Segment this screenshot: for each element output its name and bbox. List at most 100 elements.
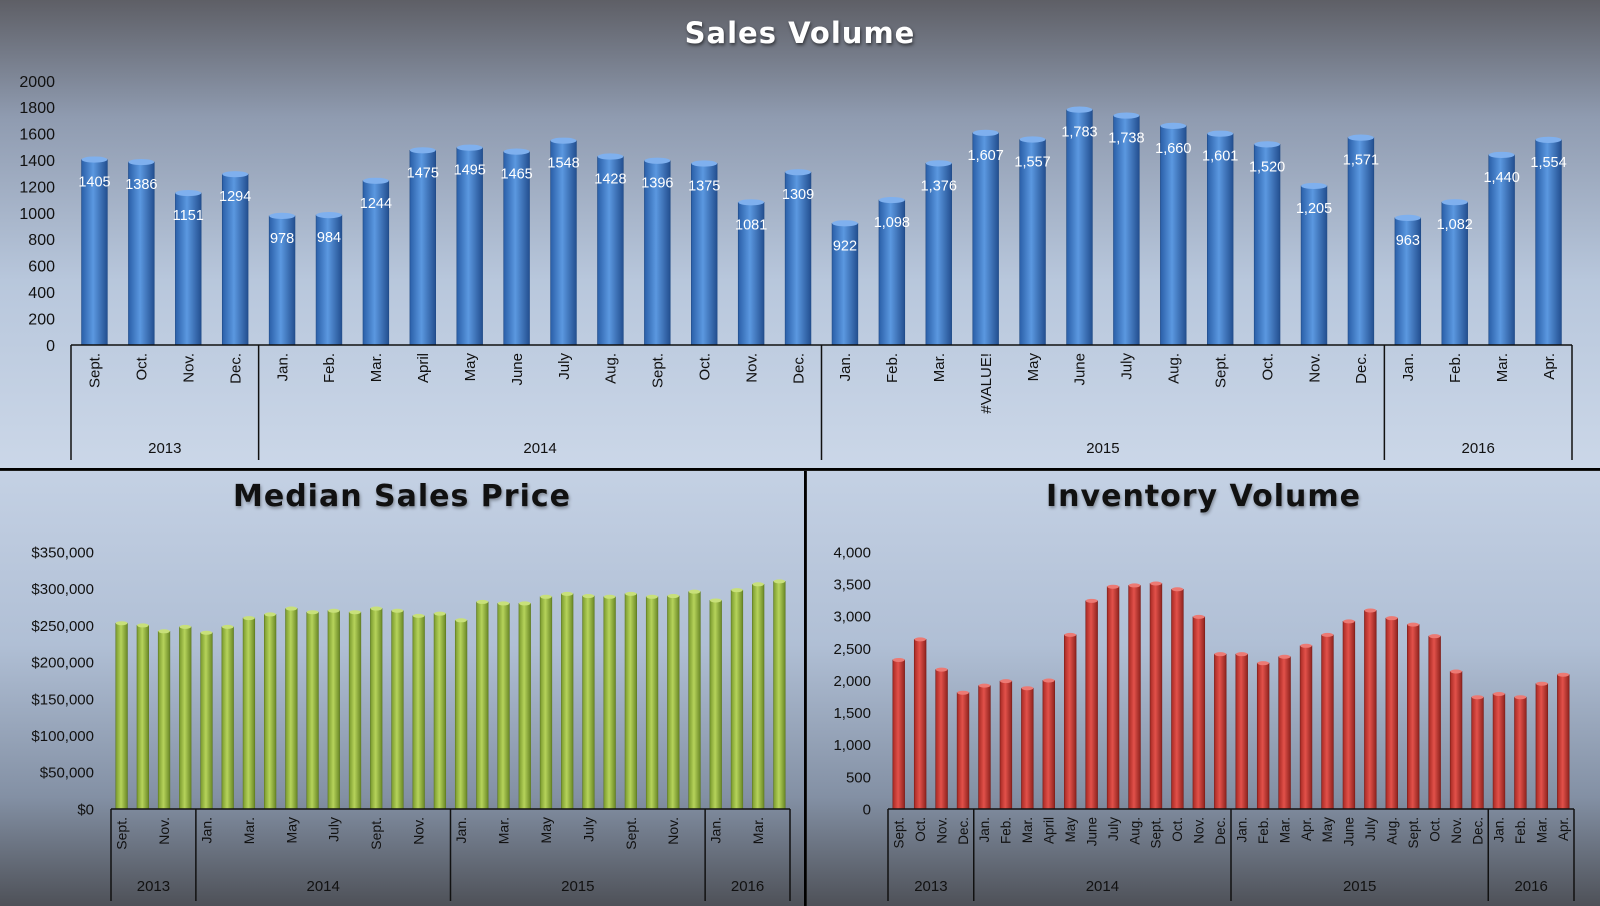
- x-tick-label: Aug.: [1127, 817, 1142, 845]
- bar: [688, 591, 701, 810]
- bar: [409, 150, 436, 346]
- bar-cap: [81, 156, 108, 163]
- bar: [773, 581, 786, 810]
- bar-cap: [688, 589, 701, 594]
- y-tick-label: 1,000: [833, 737, 871, 754]
- y-tick-label: $200,000: [31, 655, 94, 672]
- x-tick-label: #VALUE!: [978, 353, 995, 414]
- bar: [1557, 674, 1570, 810]
- bar-cap: [409, 147, 436, 154]
- x-tick-label: May: [538, 817, 554, 843]
- bar: [1347, 137, 1375, 346]
- bar: [1394, 217, 1422, 346]
- data-label: 1309: [782, 187, 814, 203]
- bar-cap: [1171, 587, 1184, 592]
- data-label: 1,554: [1530, 155, 1566, 171]
- bar: [285, 608, 298, 810]
- y-tick-label: 2,500: [833, 641, 871, 658]
- x-tick-label: Oct.: [1259, 353, 1276, 381]
- median-price-title: Median Sales Price: [233, 479, 571, 514]
- x-tick-label: Nov.: [665, 817, 681, 845]
- y-tick-label: $150,000: [31, 691, 94, 708]
- bar-cap: [978, 683, 991, 688]
- year-label: 2013: [914, 878, 947, 895]
- y-tick-label: 800: [28, 232, 55, 249]
- bar: [1235, 653, 1248, 810]
- bar-cap: [128, 158, 155, 166]
- x-tick-label: Mar.: [1020, 817, 1035, 843]
- x-tick-label: May: [1320, 817, 1335, 843]
- bar-cap: [316, 212, 342, 219]
- x-tick-label: May: [462, 353, 479, 382]
- year-label: 2014: [1086, 878, 1119, 895]
- x-tick-label: Aug.: [603, 353, 620, 384]
- bar-cap: [709, 598, 722, 603]
- sales-volume-panel: Sales Volume 0 200 400 600 800 1000 1200 1400 16…: [0, 0, 1600, 470]
- bar: [1488, 154, 1515, 346]
- x-tick-label: Sept.: [368, 817, 384, 850]
- bar: [1042, 680, 1055, 810]
- x-tick-label: Jan.: [274, 353, 291, 381]
- bar: [597, 156, 624, 346]
- bar-cap: [221, 624, 234, 629]
- data-label: 1,557: [1014, 154, 1050, 170]
- x-tick-label: Jan.: [453, 817, 469, 843]
- x-tick-label: Oct.: [1170, 817, 1185, 842]
- bar-cap: [1394, 214, 1421, 221]
- y-tick-label: 4,000: [833, 544, 871, 561]
- bar-cap: [1321, 632, 1334, 637]
- median-price-chart: $0 $50,000 $100,000 $150,000 $200,000 $250,00…: [31, 544, 791, 901]
- x-tick-label: Sept.: [114, 817, 130, 850]
- x-tick-label: Dec.: [1353, 353, 1370, 384]
- x-tick-label: July: [1106, 817, 1121, 841]
- bar: [978, 685, 991, 810]
- x-tick-label: Nov.: [411, 817, 427, 845]
- year-label: 2016: [1514, 878, 1547, 895]
- bar: [878, 199, 906, 346]
- y-tick-label: $300,000: [31, 581, 94, 598]
- data-label: 1386: [125, 177, 157, 193]
- bar: [1171, 588, 1184, 810]
- bar-cap: [285, 606, 298, 611]
- y-tick-label: 600: [28, 259, 55, 276]
- y-tick-label: $100,000: [31, 728, 94, 745]
- inventory-volume-chart: 0 500 1,000 1,500 2,000 2,500 3,000 3,500 4,000 S…: [833, 544, 1575, 901]
- data-label: 1,205: [1296, 201, 1332, 217]
- bar-cap: [1278, 654, 1291, 659]
- bar: [1492, 693, 1506, 810]
- x-tick-label: Oct.: [1427, 817, 1442, 842]
- bar-cap: [1107, 584, 1119, 589]
- bar-cap: [957, 690, 969, 695]
- year-label: 2014: [307, 878, 340, 895]
- bar: [1256, 662, 1270, 810]
- y-tick-label: 1200: [19, 179, 55, 196]
- x-tick-label: April: [415, 353, 432, 383]
- bar-cap: [349, 610, 361, 615]
- bar-cap: [269, 212, 295, 219]
- bar-cap: [503, 148, 530, 155]
- bar-cap: [476, 599, 489, 604]
- y-tick-label: $0: [77, 801, 94, 818]
- bar: [264, 614, 277, 810]
- x-tick-label: Sept.: [1149, 817, 1164, 849]
- bar: [370, 608, 383, 810]
- y-tick-label: 0: [46, 338, 55, 355]
- bar: [200, 632, 213, 810]
- bar: [454, 619, 468, 810]
- bar-cap: [306, 610, 319, 615]
- bar: [1471, 696, 1484, 810]
- x-tick-label: Jan.: [198, 817, 214, 843]
- bar: [391, 610, 404, 810]
- y-tick-label: 200: [28, 311, 55, 328]
- bar: [1021, 687, 1034, 810]
- bar: [972, 132, 999, 346]
- x-tick-label: Mar.: [495, 817, 511, 844]
- year-label: 2014: [523, 440, 556, 457]
- bar-cap: [158, 629, 170, 634]
- y-tick-label: 3,500: [833, 577, 871, 594]
- bar: [1019, 139, 1046, 346]
- bar-cap: [667, 594, 680, 599]
- year-label: 2013: [137, 878, 170, 895]
- bar: [1407, 624, 1420, 810]
- bar-cap: [1364, 608, 1377, 613]
